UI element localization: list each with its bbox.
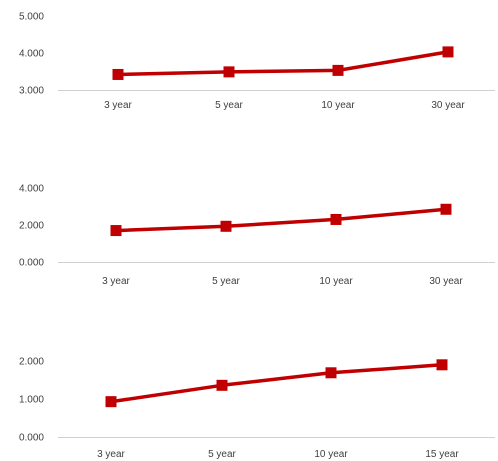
data-point	[442, 46, 454, 58]
data-point	[325, 367, 337, 379]
data-point	[332, 64, 344, 76]
x-tick-label: 10 year	[314, 449, 348, 460]
chart-2: 0.000 2.000 4.000 3 year 5 year 10 year 30 yea…	[19, 184, 495, 287]
x-tick-label: 30 year	[431, 100, 465, 111]
data-point	[440, 203, 452, 215]
y-tick-label: 0.000	[19, 433, 44, 444]
y-tick-label: 3.000	[19, 86, 44, 97]
data-point	[112, 68, 124, 80]
data-point	[105, 396, 117, 408]
y-tick-label: 5.000	[19, 12, 44, 23]
x-tick-label: 3 year	[97, 449, 125, 460]
data-point	[216, 379, 228, 391]
x-tick-label: 5 year	[208, 449, 236, 460]
chart-3: 0.000 1.000 2.000 3 year 5 year 10 year 15 yea…	[19, 357, 495, 460]
series-line	[116, 50, 450, 77]
series-line	[109, 363, 444, 404]
y-tick-label: 2.000	[19, 221, 44, 232]
x-tick-label: 30 year	[429, 276, 463, 287]
chart-1: 3.000 4.000 5.000 3 year 5 year 10 year 30 yea…	[19, 12, 495, 111]
x-tick-label: 5 year	[215, 100, 243, 111]
x-tick-label: 10 year	[319, 276, 353, 287]
data-point	[220, 220, 232, 232]
y-tick-label: 4.000	[19, 49, 44, 60]
x-tick-label: 15 year	[425, 449, 459, 460]
data-point	[110, 225, 122, 237]
series-line	[114, 207, 448, 233]
data-point	[436, 359, 448, 371]
data-point	[330, 213, 342, 225]
data-point	[223, 66, 235, 78]
x-tick-label: 3 year	[104, 100, 132, 111]
y-tick-label: 4.000	[19, 184, 44, 195]
x-tick-label: 3 year	[102, 276, 130, 287]
y-tick-label: 2.000	[19, 357, 44, 368]
x-tick-label: 5 year	[212, 276, 240, 287]
y-tick-label: 1.000	[19, 395, 44, 406]
y-tick-label: 0.000	[19, 258, 44, 269]
x-tick-label: 10 year	[321, 100, 355, 111]
